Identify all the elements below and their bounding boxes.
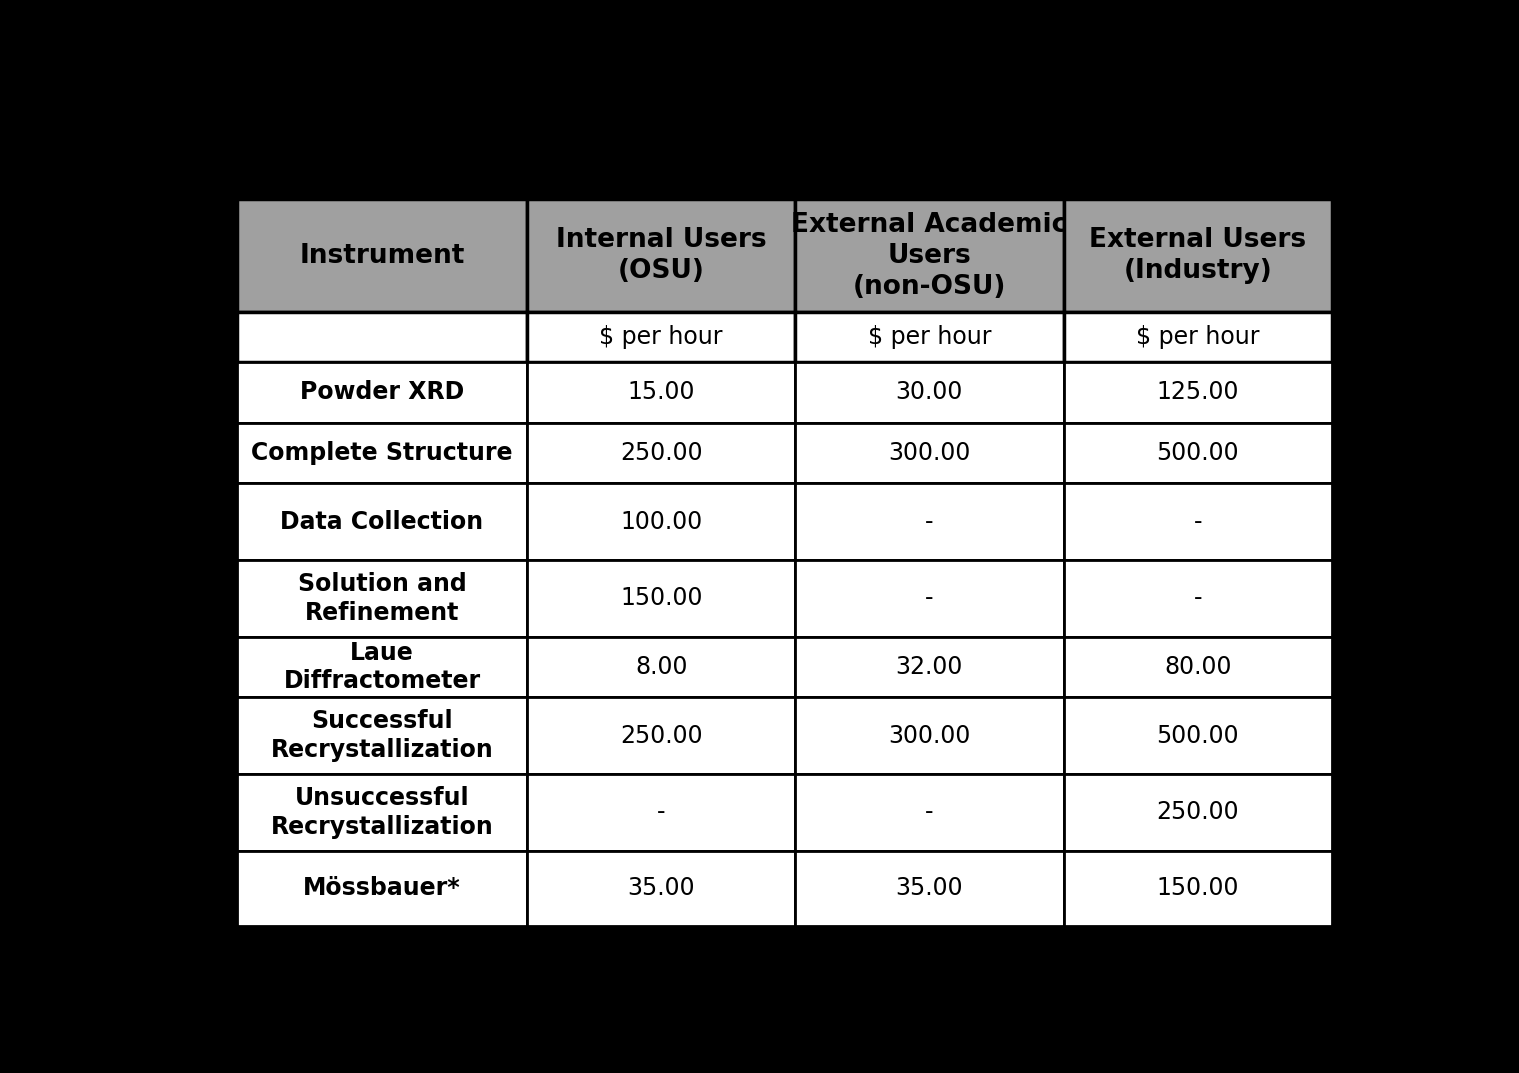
Text: 8.00: 8.00	[635, 655, 688, 679]
Text: Solution and
Refinement: Solution and Refinement	[298, 572, 466, 624]
Text: 80.00: 80.00	[1164, 655, 1232, 679]
Text: 150.00: 150.00	[620, 586, 702, 611]
Bar	[796, 560, 1063, 636]
Text: External Academic
Users
(non-OSU): External Academic Users (non-OSU)	[791, 211, 1068, 299]
Bar	[1063, 851, 1332, 926]
Bar	[796, 199, 1063, 312]
Text: Powder XRD: Powder XRD	[299, 380, 465, 405]
Bar	[237, 362, 527, 423]
Text: 150.00: 150.00	[1156, 877, 1240, 900]
Text: Instrument: Instrument	[299, 242, 465, 268]
Bar	[527, 199, 796, 312]
Text: 32.00: 32.00	[896, 655, 963, 679]
Bar	[1063, 312, 1332, 362]
Bar	[1063, 483, 1332, 560]
Bar	[796, 312, 1063, 362]
Bar	[527, 560, 796, 636]
Text: -: -	[656, 800, 665, 824]
Bar	[1063, 362, 1332, 423]
Text: -: -	[1194, 510, 1202, 533]
Text: -: -	[1194, 586, 1202, 611]
Bar	[237, 851, 527, 926]
Text: 35.00: 35.00	[627, 877, 696, 900]
Text: Laue
Diffractometer: Laue Diffractometer	[284, 641, 480, 693]
Bar	[1063, 774, 1332, 851]
Text: 15.00: 15.00	[627, 380, 696, 405]
Bar	[796, 362, 1063, 423]
Bar	[237, 312, 527, 362]
Text: 100.00: 100.00	[620, 510, 702, 533]
Text: Data Collection: Data Collection	[281, 510, 483, 533]
Text: -: -	[925, 510, 934, 533]
Bar	[796, 483, 1063, 560]
Bar	[237, 483, 527, 560]
Bar	[527, 483, 796, 560]
Text: 250.00: 250.00	[1156, 800, 1240, 824]
Text: 30.00: 30.00	[896, 380, 963, 405]
Text: 300.00: 300.00	[889, 723, 971, 748]
Text: Internal Users
(OSU): Internal Users (OSU)	[556, 227, 767, 284]
Bar	[527, 697, 796, 774]
Bar	[527, 423, 796, 483]
Text: Mössbauer*: Mössbauer*	[304, 877, 460, 900]
Text: $ per hour: $ per hour	[867, 325, 992, 349]
Bar	[237, 560, 527, 636]
Text: -: -	[925, 800, 934, 824]
Text: 250.00: 250.00	[620, 723, 702, 748]
Bar	[796, 774, 1063, 851]
Bar	[237, 636, 527, 697]
Bar	[237, 199, 527, 312]
Bar	[527, 312, 796, 362]
Text: $ per hour: $ per hour	[1136, 325, 1259, 349]
Text: External Users
(Industry): External Users (Industry)	[1089, 227, 1306, 284]
Bar	[527, 636, 796, 697]
Text: 500.00: 500.00	[1156, 723, 1240, 748]
Bar	[1063, 423, 1332, 483]
Bar	[237, 697, 527, 774]
Bar	[237, 423, 527, 483]
Text: $ per hour: $ per hour	[600, 325, 723, 349]
Text: 250.00: 250.00	[620, 441, 702, 465]
Bar	[1063, 636, 1332, 697]
Text: Successful
Recrystallization: Successful Recrystallization	[270, 709, 494, 762]
Bar	[237, 774, 527, 851]
Text: Complete Structure: Complete Structure	[251, 441, 513, 465]
Bar	[796, 423, 1063, 483]
Bar	[796, 697, 1063, 774]
Bar	[527, 851, 796, 926]
Bar	[1063, 697, 1332, 774]
Text: 35.00: 35.00	[896, 877, 963, 900]
Text: 500.00: 500.00	[1156, 441, 1240, 465]
Text: 125.00: 125.00	[1156, 380, 1240, 405]
Text: 300.00: 300.00	[889, 441, 971, 465]
Bar	[796, 636, 1063, 697]
Bar	[1063, 199, 1332, 312]
Bar	[527, 774, 796, 851]
Bar	[796, 851, 1063, 926]
Text: Unsuccessful
Recrystallization: Unsuccessful Recrystallization	[270, 787, 494, 839]
Bar	[527, 362, 796, 423]
Bar	[1063, 560, 1332, 636]
Text: -: -	[925, 586, 934, 611]
